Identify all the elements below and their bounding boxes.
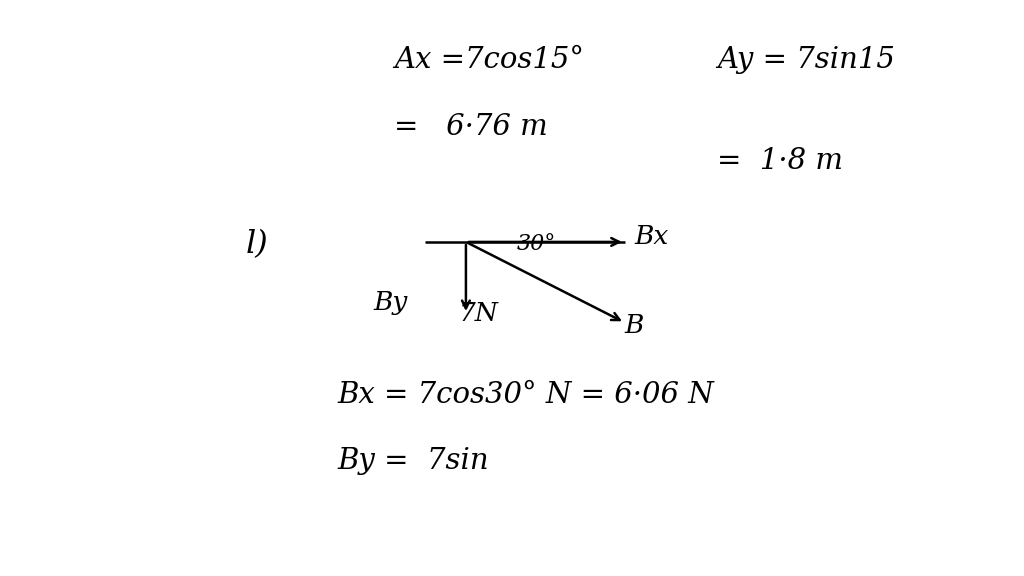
- Text: Ay = 7sin15: Ay = 7sin15: [717, 47, 895, 74]
- Text: l): l): [246, 229, 268, 260]
- Text: Bx = 7cos30° N = 6·06 N: Bx = 7cos30° N = 6·06 N: [338, 381, 715, 408]
- Text: B: B: [625, 313, 644, 338]
- Text: 30°: 30°: [517, 233, 556, 255]
- Text: By =  7sin: By = 7sin: [338, 447, 489, 475]
- Text: =  1·8 m: = 1·8 m: [717, 147, 843, 175]
- Text: =   6·76 m: = 6·76 m: [394, 113, 548, 141]
- Text: Bx: Bx: [635, 223, 669, 249]
- Text: By: By: [374, 290, 408, 315]
- Text: 7N: 7N: [459, 301, 499, 327]
- Text: Ax =7cos15°: Ax =7cos15°: [394, 47, 585, 74]
